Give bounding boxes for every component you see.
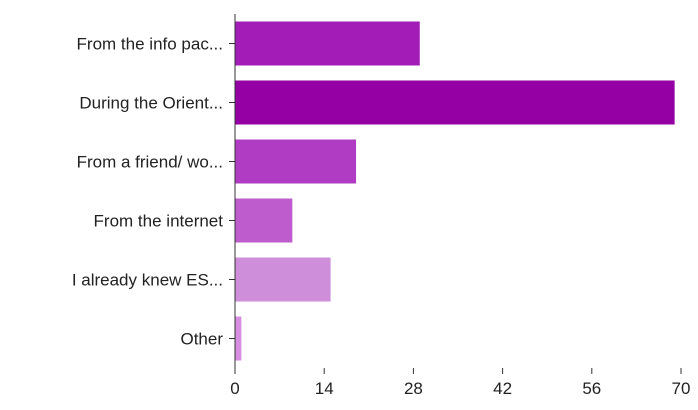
bars-group: [235, 21, 675, 361]
x-axis-ticks: 0 14 28 42 56 70: [230, 368, 690, 398]
x-tick-label: 0: [230, 379, 239, 398]
axes: [229, 14, 236, 374]
bar: [235, 198, 293, 243]
category-label: I already knew ES...: [72, 271, 223, 290]
bar: [235, 139, 357, 184]
category-labels: From the info pac... During the Orient...…: [72, 35, 224, 349]
bar: [235, 257, 331, 302]
bar: [235, 80, 675, 125]
category-label: Other: [180, 330, 223, 349]
category-label: From a friend/ wo...: [77, 153, 223, 172]
x-tick-label: 14: [315, 379, 334, 398]
x-tick-label: 70: [672, 379, 691, 398]
category-label: From the internet: [94, 212, 224, 231]
category-label: During the Orient...: [79, 94, 223, 113]
category-label: From the info pac...: [77, 35, 223, 54]
bar: [235, 316, 242, 361]
bar: [235, 21, 420, 66]
x-tick-label: 42: [493, 379, 512, 398]
x-tick-label: 28: [404, 379, 423, 398]
x-tick-label: 56: [582, 379, 601, 398]
